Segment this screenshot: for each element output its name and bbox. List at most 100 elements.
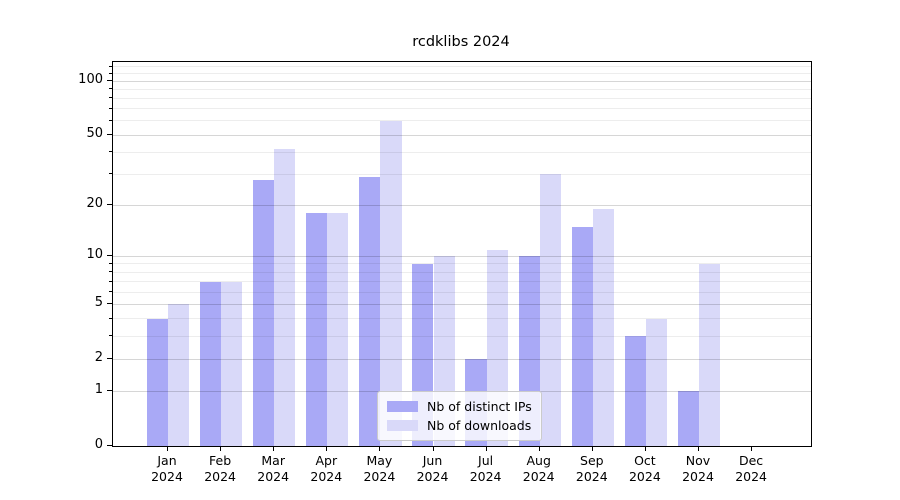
y-tick-label-0: 0 xyxy=(94,437,103,452)
gridline-major-20 xyxy=(113,204,811,206)
x-tick-label-jul-2024: Jul 2024 xyxy=(469,453,502,484)
gridline-major-5 xyxy=(113,303,811,305)
bar-nb-of-downloads-jan-2024 xyxy=(168,304,190,446)
y-minor-tick-mark-60 xyxy=(109,119,112,121)
gridline-minor-9 xyxy=(113,263,811,265)
y-minor-tick-mark-30 xyxy=(109,173,112,175)
gridline-minor-120 xyxy=(113,66,811,68)
y-tick-mark-20 xyxy=(107,204,112,206)
y-minor-tick-mark-4 xyxy=(109,317,112,319)
bar-nb-of-distinct-ips-feb-2024 xyxy=(199,281,222,446)
x-tick-label-oct-2024: Oct 2024 xyxy=(628,453,661,484)
y-tick-mark-2 xyxy=(107,358,112,360)
x-tick-mark-feb-2024 xyxy=(220,446,222,451)
legend-label-downloads: Nb of downloads xyxy=(427,418,532,433)
legend: Nb of distinct IPs Nb of downloads xyxy=(377,391,542,441)
x-tick-label-may-2024: May 2024 xyxy=(363,453,396,484)
bar-nb-of-distinct-ips-may-2024 xyxy=(359,177,381,446)
x-tick-label-jan-2024: Jan 2024 xyxy=(151,453,183,484)
x-tick-mark-may-2024 xyxy=(379,446,381,451)
gridline-minor-4 xyxy=(113,318,811,320)
legend-swatch-distinct-ips xyxy=(387,401,418,412)
x-tick-label-sep-2024: Sep 2024 xyxy=(575,453,608,484)
plot-area xyxy=(112,61,812,447)
bar-nb-of-downloads-apr-2024 xyxy=(327,213,349,446)
gridline-minor-40 xyxy=(113,151,811,153)
y-tick-label-20: 20 xyxy=(86,196,103,212)
x-tick-mark-apr-2024 xyxy=(326,446,328,451)
x-tick-mark-oct-2024 xyxy=(644,446,646,451)
gridline-major-50 xyxy=(113,134,811,136)
gridline-major-100 xyxy=(113,80,811,82)
x-tick-mark-jun-2024 xyxy=(432,446,434,451)
x-tick-label-jun-2024: Jun 2024 xyxy=(416,453,449,484)
y-minor-tick-mark-110 xyxy=(109,72,112,74)
gridline-minor-60 xyxy=(113,120,811,122)
y-tick-label-10: 10 xyxy=(86,247,103,263)
gridline-minor-30 xyxy=(113,173,811,175)
y-tick-mark-50 xyxy=(107,134,112,136)
x-tick-label-feb-2024: Feb 2024 xyxy=(204,453,236,484)
gridline-minor-70 xyxy=(113,108,811,110)
bar-nb-of-distinct-ips-apr-2024 xyxy=(306,213,328,446)
y-minor-tick-mark-80 xyxy=(109,97,112,99)
bar-nb-of-distinct-ips-oct-2024 xyxy=(624,336,646,446)
y-minor-tick-mark-6 xyxy=(109,291,112,293)
y-minor-tick-mark-90 xyxy=(109,88,112,90)
y-tick-label-50: 50 xyxy=(86,126,103,142)
y-tick-mark-5 xyxy=(107,303,112,305)
bar-nb-of-downloads-oct-2024 xyxy=(645,318,668,446)
x-tick-label-dec-2024: Dec 2024 xyxy=(735,453,767,484)
x-tick-label-apr-2024: Apr 2024 xyxy=(310,453,343,484)
chart-title: rcdklibs 2024 xyxy=(412,34,510,50)
x-tick-mark-nov-2024 xyxy=(698,446,699,451)
y-tick-label-1: 1 xyxy=(94,382,103,398)
x-tick-mark-jan-2024 xyxy=(167,446,168,451)
legend-row-distinct-ips: Nb of distinct IPs xyxy=(387,397,532,416)
bar-nb-of-distinct-ips-jan-2024 xyxy=(146,318,168,446)
x-tick-mark-jul-2024 xyxy=(485,446,487,451)
x-tick-label-mar-2024: Mar 2024 xyxy=(257,453,290,484)
bar-nb-of-downloads-feb-2024 xyxy=(221,281,243,446)
gridline-minor-8 xyxy=(113,271,811,273)
x-tick-mark-mar-2024 xyxy=(273,446,275,451)
gridline-minor-80 xyxy=(113,97,811,99)
y-minor-tick-mark-8 xyxy=(109,271,112,273)
bar-nb-of-downloads-mar-2024 xyxy=(274,148,296,446)
y-minor-tick-mark-70 xyxy=(109,107,112,109)
bar-nb-of-distinct-ips-nov-2024 xyxy=(677,391,699,446)
legend-label-distinct-ips: Nb of distinct IPs xyxy=(427,399,532,414)
y-tick-mark-10 xyxy=(107,255,112,257)
gridline-minor-90 xyxy=(113,88,811,90)
x-tick-mark-aug-2024 xyxy=(538,446,540,451)
x-tick-label-nov-2024: Nov 2024 xyxy=(682,453,714,484)
y-minor-tick-mark-9 xyxy=(109,262,112,264)
y-minor-tick-mark-120 xyxy=(109,65,112,67)
y-minor-tick-mark-3 xyxy=(109,335,112,337)
gridline-major-2 xyxy=(113,358,811,360)
y-minor-tick-mark-40 xyxy=(109,151,112,153)
x-tick-label-aug-2024: Aug 2024 xyxy=(522,453,555,484)
y-tick-mark-0 xyxy=(107,445,112,446)
y-tick-label-100: 100 xyxy=(78,72,103,88)
gridline-minor-3 xyxy=(113,335,811,337)
bar-nb-of-distinct-ips-sep-2024 xyxy=(571,226,593,446)
y-tick-label-5: 5 xyxy=(94,295,103,311)
bar-nb-of-downloads-aug-2024 xyxy=(539,174,561,446)
bar-nb-of-distinct-ips-mar-2024 xyxy=(253,179,275,446)
gridline-minor-7 xyxy=(113,281,811,283)
y-tick-mark-1 xyxy=(107,390,112,392)
y-minor-tick-mark-7 xyxy=(109,280,112,282)
bar-nb-of-downloads-sep-2024 xyxy=(592,209,614,446)
gridline-minor-110 xyxy=(113,73,811,75)
bar-nb-of-downloads-may-2024 xyxy=(380,120,402,446)
y-tick-label-2: 2 xyxy=(94,350,103,366)
legend-row-downloads: Nb of downloads xyxy=(387,416,532,435)
y-tick-mark-100 xyxy=(107,80,112,82)
x-tick-mark-dec-2024 xyxy=(751,446,753,451)
x-tick-mark-sep-2024 xyxy=(591,446,593,451)
bar-nb-of-downloads-nov-2024 xyxy=(699,263,721,446)
gridline-major-10 xyxy=(113,255,811,257)
gridline-minor-6 xyxy=(113,291,811,293)
